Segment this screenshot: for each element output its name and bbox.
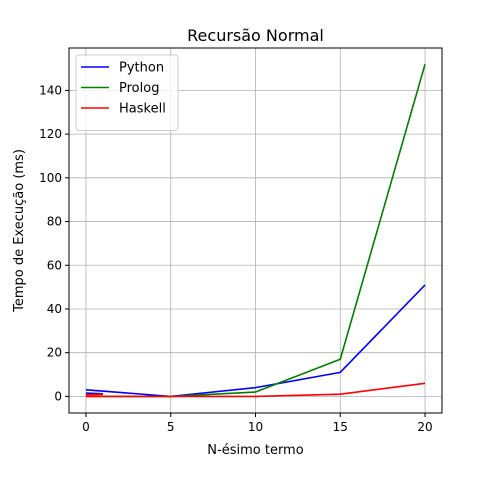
x-tick-label: 15 (333, 420, 348, 434)
y-tick-label: 120 (39, 127, 62, 141)
legend-label: Prolog (119, 81, 159, 96)
x-tick-label: 0 (82, 420, 90, 434)
y-tick-label: 80 (47, 215, 62, 229)
y-tick-label: 40 (47, 302, 62, 316)
legend-label: Python (119, 61, 164, 76)
x-tick-label: 20 (417, 420, 432, 434)
legend: Python Prolog Haskell (75, 54, 179, 131)
y-tick-label: 0 (54, 389, 62, 403)
y-axis-ticks: 0 20 40 60 80 100 120 140 (39, 83, 69, 403)
legend-box (75, 54, 179, 131)
legend-label: Haskell (119, 102, 166, 117)
chart-title: Recursão Normal (187, 26, 324, 45)
series-line-python (85, 284, 426, 398)
series-lines (85, 63, 426, 398)
y-tick-label: 20 (47, 346, 62, 360)
y-tick-label: 60 (47, 258, 62, 272)
y-tick-label: 100 (39, 171, 62, 185)
y-tick-label: 140 (39, 83, 62, 97)
x-tick-label: 5 (167, 420, 175, 434)
y-axis-label: Tempo de Execução (ms) (12, 149, 27, 313)
x-axis-label: N-ésimo termo (207, 443, 303, 458)
x-tick-label: 10 (248, 420, 263, 434)
x-axis-ticks: 0 5 10 15 20 (82, 413, 433, 434)
series-line-haskell (85, 382, 426, 398)
